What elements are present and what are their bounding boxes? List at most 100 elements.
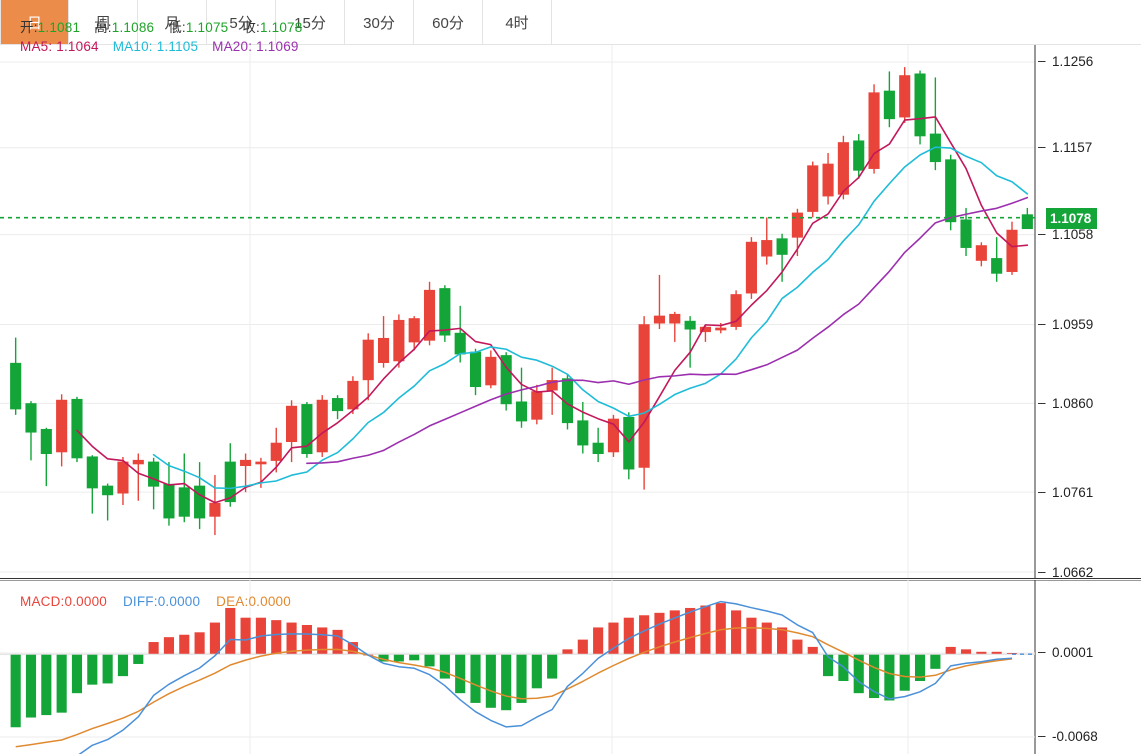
candle-body	[945, 159, 957, 223]
candle-body	[194, 485, 206, 519]
tab-month[interactable]: 月	[138, 0, 207, 44]
macd-bar	[87, 654, 98, 685]
current-price-tag: 1.1078	[1046, 208, 1098, 229]
macd-bar	[470, 654, 481, 703]
macd-bar	[102, 654, 113, 684]
macd-bar	[271, 620, 282, 655]
candle-body	[868, 92, 880, 169]
candle-body	[377, 337, 390, 363]
candle-body	[132, 459, 144, 465]
macd-bar	[623, 617, 634, 655]
candle-body	[469, 351, 482, 388]
macd-bar	[71, 654, 83, 694]
macd-bar	[409, 654, 420, 661]
macd-bar	[424, 654, 435, 667]
candle-body	[745, 241, 757, 294]
candle-body	[853, 140, 865, 171]
macd-bar	[516, 654, 527, 703]
candle-body	[10, 362, 22, 410]
candle-body	[347, 380, 359, 410]
candle-body	[546, 380, 558, 391]
macd-bar	[286, 622, 297, 655]
candle-body	[148, 461, 160, 487]
macd-bar	[56, 654, 67, 713]
macd-bar	[685, 607, 696, 655]
macd-bar	[179, 634, 190, 655]
macd-bar	[378, 654, 389, 662]
candle-body	[592, 442, 604, 455]
macd-bar	[669, 610, 680, 655]
candle-body	[531, 391, 543, 420]
macd-bar	[823, 654, 834, 677]
tab-60min[interactable]: 60分	[414, 0, 483, 44]
candle-body	[454, 332, 466, 355]
macd-bar	[976, 651, 987, 655]
tab-5min[interactable]: 5分	[207, 0, 276, 44]
ma5-line	[76, 116, 1029, 504]
candle-body	[500, 355, 512, 405]
candle-body	[423, 289, 436, 341]
candle-body	[255, 461, 267, 465]
macd-chart-panel[interactable]	[0, 580, 1141, 754]
candle-body	[86, 456, 98, 489]
candle-body	[975, 245, 987, 261]
macd-bar	[531, 654, 542, 689]
macd-bar	[746, 617, 757, 655]
macd-bar	[25, 654, 37, 718]
candle-body	[1006, 229, 1018, 272]
macd-bar	[41, 654, 52, 716]
macd-bar	[10, 654, 21, 728]
candle-body	[960, 219, 972, 248]
tab-day[interactable]: 日	[0, 0, 69, 44]
macd-bar	[501, 654, 512, 711]
candle-body	[577, 420, 589, 446]
candle-body	[178, 487, 190, 517]
candle-body	[439, 288, 451, 336]
candle-body	[240, 459, 252, 467]
macd-bar	[577, 639, 588, 655]
ma20-line	[306, 196, 1029, 465]
candle-body	[25, 403, 37, 433]
macd-bar	[608, 622, 619, 655]
macd-bar	[807, 646, 818, 655]
macd-bar	[455, 654, 466, 694]
macd-bar	[547, 654, 558, 679]
diff-line	[78, 600, 1013, 754]
ma10-line	[152, 146, 1029, 490]
macd-bar	[347, 642, 358, 655]
macd-bar	[991, 651, 1002, 655]
candle-body	[332, 398, 344, 412]
macd-bar	[884, 654, 895, 701]
macd-bar	[240, 617, 251, 655]
candle-body	[485, 356, 497, 386]
macd-plot[interactable]	[0, 580, 1141, 754]
macd-bar	[654, 612, 665, 655]
macd-bar	[194, 632, 205, 655]
tab-15min[interactable]: 15分	[276, 0, 345, 44]
tab-week[interactable]: 周	[69, 0, 138, 44]
dea-line	[15, 627, 1013, 748]
macd-bar	[777, 627, 788, 655]
price-chart-panel[interactable]	[0, 45, 1141, 579]
macd-bar	[715, 603, 726, 655]
candle-body	[316, 399, 328, 453]
candle-body	[837, 142, 849, 195]
tab-4hour[interactable]: 4时	[483, 0, 552, 44]
macd-bar	[960, 649, 972, 655]
candle-body	[224, 461, 236, 503]
candle-body	[883, 90, 895, 120]
candle-body	[899, 75, 911, 118]
candle-body	[408, 318, 420, 343]
candle-body	[56, 399, 68, 453]
macd-bar	[700, 605, 711, 655]
macd-bar	[899, 654, 910, 691]
candles-group	[10, 67, 1033, 536]
candle-body	[730, 294, 742, 327]
tab-30min[interactable]: 30分	[345, 0, 414, 44]
candle-body	[761, 240, 773, 257]
macd-bar	[393, 654, 404, 662]
macd-bar	[317, 627, 328, 655]
candle-body	[991, 258, 1003, 274]
candlestick-plot[interactable]	[0, 45, 1141, 578]
